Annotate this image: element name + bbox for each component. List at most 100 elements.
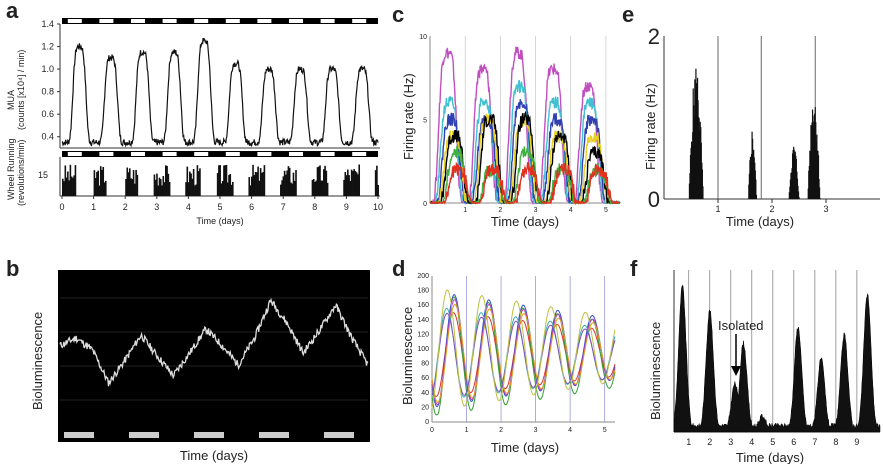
panel-e-firing-bar <box>701 169 703 199</box>
light-phase-bar <box>67 19 82 23</box>
panel-a-wheel-bar <box>281 180 283 196</box>
panel-d-ytick: 80 <box>421 361 429 368</box>
panel-a-wheel-bar <box>94 178 97 196</box>
panel-a-wheel-bar <box>185 182 187 196</box>
panel-a-wheel-bar <box>165 165 167 196</box>
panel-e-letter: e <box>622 2 634 27</box>
panel-a-wheel-bar <box>157 185 160 196</box>
panel-a-wheel-bar <box>295 169 297 196</box>
panel-f-xtick: 3 <box>728 437 733 447</box>
panel-d-ytick: 160 <box>417 302 429 309</box>
light-phase-bar <box>131 152 145 156</box>
panel-b-bioluminescence-series <box>59 297 369 387</box>
panel-e-firing-bar <box>755 179 757 199</box>
panel-a-wheel-bar <box>249 185 252 196</box>
panel-c-ytick: 0 <box>423 201 427 208</box>
panel-d-xtick: 1 <box>465 427 469 434</box>
panel-a-wheel-bar <box>357 174 359 196</box>
light-phase-bar <box>289 152 303 156</box>
panel-e-ylabel: Firing rate (Hz) <box>643 83 658 170</box>
panel-b-letter: b <box>6 256 19 281</box>
panel-c-xtick: 2 <box>498 207 502 214</box>
panel-a-wheel-bar <box>199 168 201 196</box>
panel-a-wheel-bar <box>263 165 266 196</box>
panel-c-ytick: 5 <box>423 118 427 125</box>
panel-a-wheel-bar <box>324 165 326 196</box>
panel-a-ytick: 0.8 <box>41 87 54 97</box>
panel-a-mua-series <box>61 37 379 148</box>
panel-b-background <box>58 270 370 442</box>
panel-a-wheel-bar <box>63 181 65 196</box>
panel-a-wheel-bar <box>374 170 377 196</box>
light-phase-bar <box>320 152 335 156</box>
panel-a-wheel-bar <box>225 164 228 196</box>
panel-c-series-line <box>430 79 621 206</box>
panel-a-xtick: 8 <box>312 202 317 212</box>
panel-c-xtick: 3 <box>534 207 538 214</box>
panel-a-xtick: 0 <box>59 202 64 212</box>
panel-a-wheel-bar <box>132 170 135 196</box>
light-phase-bar <box>320 19 335 23</box>
panel-a-wheel-bar <box>163 182 166 196</box>
panel-b-light-bar <box>129 432 159 438</box>
panel-a-wheel-bar <box>312 178 315 196</box>
panel-a-wheel-bar <box>287 166 290 196</box>
panel-a-wheel-bar <box>315 180 318 196</box>
panel-d-xtick: 2 <box>499 427 503 434</box>
panel-a-wheel-bar <box>223 165 225 196</box>
panel-a-lightdark-bar-top <box>62 18 378 24</box>
panel-a-wheel-bar <box>65 177 68 196</box>
panel-a-wheel-bar <box>282 176 285 196</box>
panel-b-light-bar <box>64 432 94 438</box>
panel-a-wheel-bar <box>257 166 259 196</box>
panel-a-wheel-bar <box>161 185 163 196</box>
panel-c-series-line <box>430 161 621 206</box>
panel-a-wheel-bar <box>259 168 262 196</box>
panel-a-wheel-bar <box>166 165 168 196</box>
panel-a-wheel-bar <box>218 165 220 196</box>
panel-d-ytick: 60 <box>421 375 429 382</box>
panel-a-ytick: 1.4 <box>41 19 54 29</box>
panel-f-bioluminescence-area <box>673 284 881 433</box>
panel-a-ytick: 1.0 <box>41 64 54 74</box>
light-phase-bar <box>194 19 209 23</box>
panel-a-wheel-bar <box>323 169 325 196</box>
panel-a-wheel-bar <box>224 165 227 196</box>
panel-f-xlabel: Time (days) <box>736 450 804 464</box>
panel-e-firing-bar <box>702 186 704 199</box>
panel-c-xlabel: Time (days) <box>491 214 559 229</box>
panel-e-firing-bar <box>798 197 800 199</box>
panel-f-plot: 1 2 3 4 5 6 7 8 9 Isolated Bioluminescence Time … <box>648 270 881 464</box>
panel-a-wheel-bar <box>196 165 199 196</box>
panel-a-xtick: 1 <box>91 202 96 212</box>
panel-a-wheel-bar <box>230 184 233 196</box>
panel-a-ytick: 0.6 <box>41 109 54 119</box>
panel-d-ytick: 200 <box>417 273 429 280</box>
panel-a-ytick: 0.4 <box>41 132 54 142</box>
panel-e-plot: 1 2 3 0 2 Firing rate (Hz) Time (days) <box>643 24 880 229</box>
panel-a-wheel-bar <box>256 172 258 196</box>
panel-f-annotation-arrowhead <box>731 366 741 376</box>
panel-a-wheel-bar <box>262 171 264 196</box>
panel-a-ytick: 1.2 <box>41 42 54 52</box>
panel-f-xtick: 7 <box>812 437 817 447</box>
panel-a-wheel-bar <box>159 179 162 196</box>
panel-a-letter: a <box>6 0 19 23</box>
panel-a-wheel-bar <box>156 173 158 196</box>
panel-a-wheel-bar <box>232 181 234 196</box>
panel-a-wheel-bar <box>220 183 223 196</box>
light-phase-bar <box>162 19 177 23</box>
panel-a-wheel-bar <box>135 169 137 196</box>
panel-a-wheel-bar <box>96 172 98 196</box>
panel-a-wheel-bar <box>69 164 72 196</box>
panel-a-wheel-bar <box>261 172 263 196</box>
panel-a-wheel-bar <box>311 179 314 196</box>
panel-a-wheel-bar <box>102 166 105 196</box>
panel-a-wheel-bar <box>126 167 129 196</box>
panel-a-wheel-bar <box>195 184 197 196</box>
panel-d-series-line <box>431 312 616 396</box>
panel-a-wheel-bar <box>130 178 132 196</box>
panel-e-xtick: 3 <box>823 204 828 214</box>
panel-a-wheel-plot: 15 Wheel Running (revolutions/min) 0 1 2 3 4… <box>6 138 383 226</box>
